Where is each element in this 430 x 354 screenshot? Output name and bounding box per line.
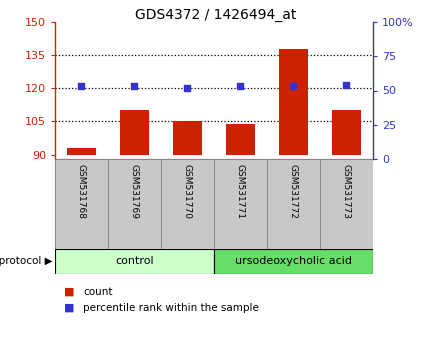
Point <box>131 84 138 89</box>
Point <box>78 84 85 89</box>
Point <box>237 84 243 89</box>
Point <box>184 85 190 91</box>
Bar <box>278 48 307 155</box>
Text: GDS4372 / 1426494_at: GDS4372 / 1426494_at <box>135 8 295 22</box>
Bar <box>55 159 108 249</box>
Bar <box>225 124 255 155</box>
Text: control: control <box>115 257 154 267</box>
Text: ■: ■ <box>64 303 74 313</box>
Text: GSM531773: GSM531773 <box>341 164 350 218</box>
Text: ursodeoxycholic acid: ursodeoxycholic acid <box>234 257 351 267</box>
Bar <box>331 110 360 155</box>
Text: GSM531771: GSM531771 <box>236 164 244 218</box>
Text: GSM531768: GSM531768 <box>77 164 86 218</box>
Bar <box>108 159 161 249</box>
Bar <box>55 249 214 274</box>
Bar <box>67 148 96 155</box>
Bar <box>161 159 214 249</box>
Text: percentile rank within the sample: percentile rank within the sample <box>83 303 258 313</box>
Text: ■: ■ <box>64 287 74 297</box>
Text: count: count <box>83 287 112 297</box>
Text: growth protocol ▶: growth protocol ▶ <box>0 257 53 267</box>
Text: GSM531772: GSM531772 <box>289 164 297 218</box>
Text: GSM531770: GSM531770 <box>183 164 191 218</box>
Text: GSM531769: GSM531769 <box>130 164 139 218</box>
Bar <box>266 159 319 249</box>
Bar <box>120 110 149 155</box>
Point <box>289 84 296 89</box>
Point <box>342 82 349 88</box>
Bar <box>214 159 266 249</box>
Bar <box>319 159 372 249</box>
Bar <box>214 249 372 274</box>
Bar <box>172 121 202 155</box>
